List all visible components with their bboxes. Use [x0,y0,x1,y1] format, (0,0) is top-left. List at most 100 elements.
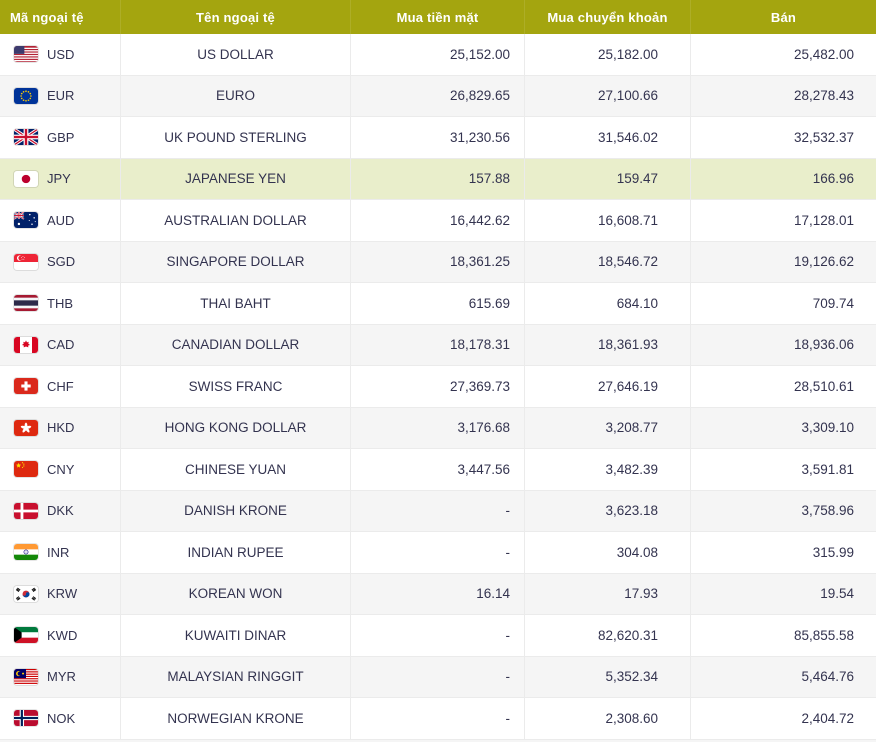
header-sell: Bán [690,0,876,34]
table-row[interactable]: THB THAI BAHT 615.69 684.10 709.74 [0,283,876,325]
transfer-buy-rate: 684.10 [524,283,690,324]
transfer-buy-rate: 27,100.66 [524,75,690,116]
transfer-buy-rate: 18,361.93 [524,324,690,365]
currency-code: USD [47,46,75,62]
sell-rate: 3,758.96 [690,490,876,531]
currency-name: DANISH KRONE [120,490,350,531]
table-row[interactable]: NOK NORWEGIAN KRONE -2,308.60 2,404.72 [0,698,876,740]
currency-code-cell: GBP [0,117,120,158]
cash-buy-rate: 3,176.68 [350,407,524,448]
table-row[interactable]: JPY JAPANESE YEN 157.88 159.47 166.96 [0,158,876,200]
table-row[interactable]: AUD AUSTRALIAN DOLLAR 16,442.62 16,608.71 17… [0,200,876,242]
cash-buy-rate: 3,447.56 [350,449,524,490]
transfer-buy-rate: 5,352.34 [524,656,690,697]
currency-code: GBP [47,129,75,145]
currency-code: CHF [47,378,74,394]
currency-name: THAI BAHT [120,283,350,324]
cash-buy-rate: 615.69 [350,283,524,324]
currency-code: DKK [47,503,74,519]
currency-code-cell: DKK [0,491,120,532]
flag-dk-icon [14,502,38,519]
currency-code: CAD [47,337,75,353]
header-currency-name: Tên ngoại tệ [120,0,350,34]
cash-buy-rate: 18,178.31 [350,324,524,365]
cash-buy-rate: 16.14 [350,573,524,614]
currency-code-cell: THB [0,283,120,324]
flag-th-icon [14,295,38,312]
currency-code-cell: MYR [0,657,120,698]
currency-code: MYR [47,669,76,685]
currency-code: JPY [47,171,71,187]
sell-rate: 5,464.76 [690,656,876,697]
currency-name: CHINESE YUAN [120,449,350,490]
sell-rate: 166.96 [690,158,876,199]
table-row[interactable]: INR INDIAN RUPEE -304.08 315.99 [0,532,876,574]
table-row[interactable]: EUR EURO 26,829.65 27,100.66 28,278.43 [0,75,876,117]
currency-code: KRW [47,586,78,602]
transfer-buy-rate: 2,308.60 [524,698,690,739]
flag-eu-icon [14,87,38,104]
cash-buy-rate: 31,230.56 [350,117,524,158]
table-row[interactable]: KWD KUWAITI DINAR -82,620.31 85,855.58 [0,615,876,657]
transfer-buy-rate: 18,546.72 [524,241,690,282]
sell-rate: 3,591.81 [690,449,876,490]
table-row[interactable]: CAD CANADIAN DOLLAR 18,178.31 18,361.93 18,9… [0,324,876,366]
table-row[interactable]: GBP UK POUND STERLING 31,230.56 31,546.02 32… [0,117,876,159]
flag-cn-icon [14,461,38,478]
flag-gb-icon [14,129,38,146]
currency-name: JAPANESE YEN [120,158,350,199]
flag-us-icon [14,46,38,63]
currency-code: HKD [47,420,75,436]
table-row[interactable]: HKD HONG KONG DOLLAR 3,176.68 3,208.77 3,309… [0,407,876,449]
table-row[interactable]: DKK DANISH KRONE -3,623.18 3,758.96 [0,490,876,532]
cash-buy-rate: 18,361.25 [350,241,524,282]
currency-name: EURO [120,75,350,116]
table-row[interactable]: KRW KOREAN WON 16.14 17.93 19.54 [0,573,876,615]
currency-code-cell: CAD [0,325,120,366]
table-row[interactable]: CHF SWISS FRANC 27,369.73 27,646.19 28,510.6… [0,366,876,408]
flag-in-icon [14,544,38,561]
sell-rate: 315.99 [690,532,876,573]
sell-rate: 17,128.01 [690,200,876,241]
currency-code-cell: USD [0,34,120,75]
transfer-buy-rate: 31,546.02 [524,117,690,158]
transfer-buy-rate: 304.08 [524,532,690,573]
table-row[interactable]: USD US DOLLAR 25,152.00 25,182.00 25,482.00 [0,34,876,76]
currency-code: NOK [47,710,76,726]
header-currency-code: Mã ngoại tệ [10,9,84,25]
transfer-buy-rate: 17.93 [524,573,690,614]
sell-rate: 2,404.72 [690,698,876,739]
currency-name: CANADIAN DOLLAR [120,324,350,365]
currency-name: MALAYSIAN RINGGIT [120,656,350,697]
sell-rate: 28,278.43 [690,75,876,116]
sell-rate: 19,126.62 [690,241,876,282]
currency-code-cell: JPY [0,159,120,200]
cash-buy-rate: 25,152.00 [350,34,524,75]
header-transfer-buy: Mua chuyển khoản [524,0,690,34]
currency-name: SINGAPORE DOLLAR [120,241,350,282]
sell-rate: 25,482.00 [690,34,876,75]
flag-ca-icon [14,336,38,353]
flag-kw-icon [14,627,38,644]
currency-code: CNY [47,461,75,477]
table-row[interactable]: CNY CHINESE YUAN 3,447.56 3,482.39 3,591.81 [0,449,876,491]
currency-code-cell: AUD [0,200,120,241]
flag-hk-icon [14,419,38,436]
sell-rate: 28,510.61 [690,366,876,407]
currency-name: KUWAITI DINAR [120,615,350,656]
currency-code-cell: KRW [0,574,120,615]
table-row-partial [0,739,876,742]
header-cash-buy: Mua tiền mặt [350,0,524,34]
sell-rate: 3,309.10 [690,407,876,448]
currency-code-cell: KWD [0,615,120,656]
flag-ch-icon [14,378,38,395]
table-row[interactable]: MYR MALAYSIAN RINGGIT -5,352.34 5,464.76 [0,656,876,698]
table-row[interactable]: SGD SINGAPORE DOLLAR 18,361.25 18,546.72 19,… [0,241,876,283]
currency-code-cell: CNY [0,449,120,490]
currency-code: EUR [47,88,75,104]
cash-buy-rate: - [350,490,524,531]
currency-name: UK POUND STERLING [120,117,350,158]
cash-buy-rate: - [350,615,524,656]
sell-rate: 709.74 [690,283,876,324]
